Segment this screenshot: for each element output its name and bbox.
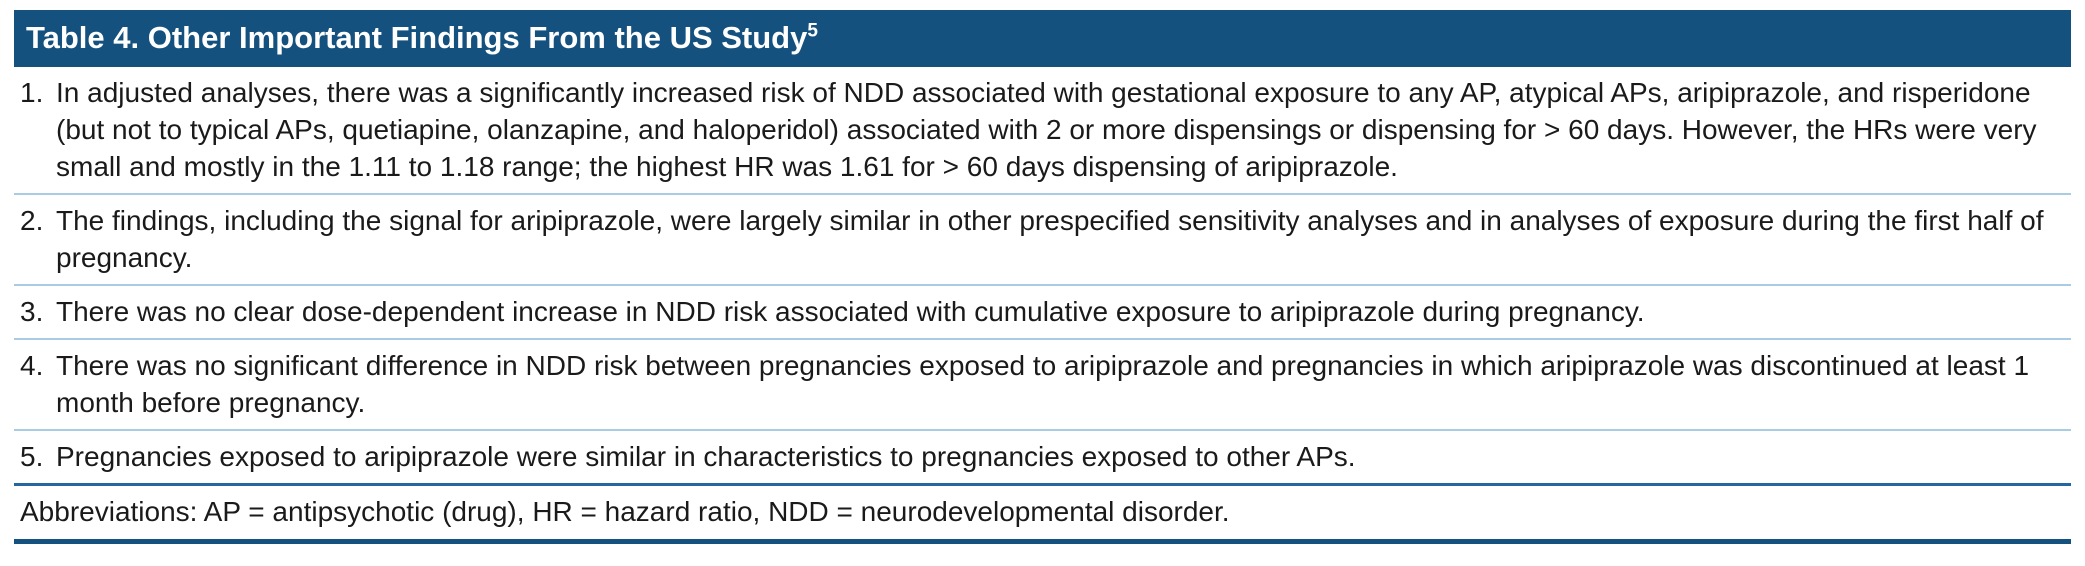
item-text: Pregnancies exposed to aripiprazole were… xyxy=(56,440,1356,472)
finding-item-3: 3. There was no clear dose-dependent inc… xyxy=(14,286,2071,340)
item-number: 2. xyxy=(20,204,44,236)
table-title-superscript: 5 xyxy=(807,20,818,42)
findings-list: 1. In adjusted analyses, there was a sig… xyxy=(14,67,2071,486)
finding-item-5: 5. Pregnancies exposed to aripiprazole w… xyxy=(14,431,2071,486)
abbreviations-text: Abbreviations: AP = antipsychotic (drug)… xyxy=(20,495,1230,527)
finding-item-1: 1. In adjusted analyses, there was a sig… xyxy=(14,67,2071,195)
item-number: 5. xyxy=(20,440,44,472)
item-text: There was no clear dose-dependent increa… xyxy=(56,295,1645,327)
item-number: 4. xyxy=(20,349,44,381)
table-figure: Table 4. Other Important Findings From t… xyxy=(14,10,2071,544)
item-number: 3. xyxy=(20,295,44,327)
finding-item-4: 4. There was no significant difference i… xyxy=(14,340,2071,431)
item-text: There was no significant difference in N… xyxy=(56,349,2030,418)
finding-item-2: 2. The findings, including the signal fo… xyxy=(14,195,2071,286)
abbreviations-row: Abbreviations: AP = antipsychotic (drug)… xyxy=(14,486,2071,544)
item-text: In adjusted analyses, there was a signif… xyxy=(56,76,2037,182)
table-title: Table 4. Other Important Findings From t… xyxy=(26,20,808,55)
table-header: Table 4. Other Important Findings From t… xyxy=(14,10,2071,67)
item-text: The findings, including the signal for a… xyxy=(56,204,2044,273)
item-number: 1. xyxy=(20,76,44,108)
